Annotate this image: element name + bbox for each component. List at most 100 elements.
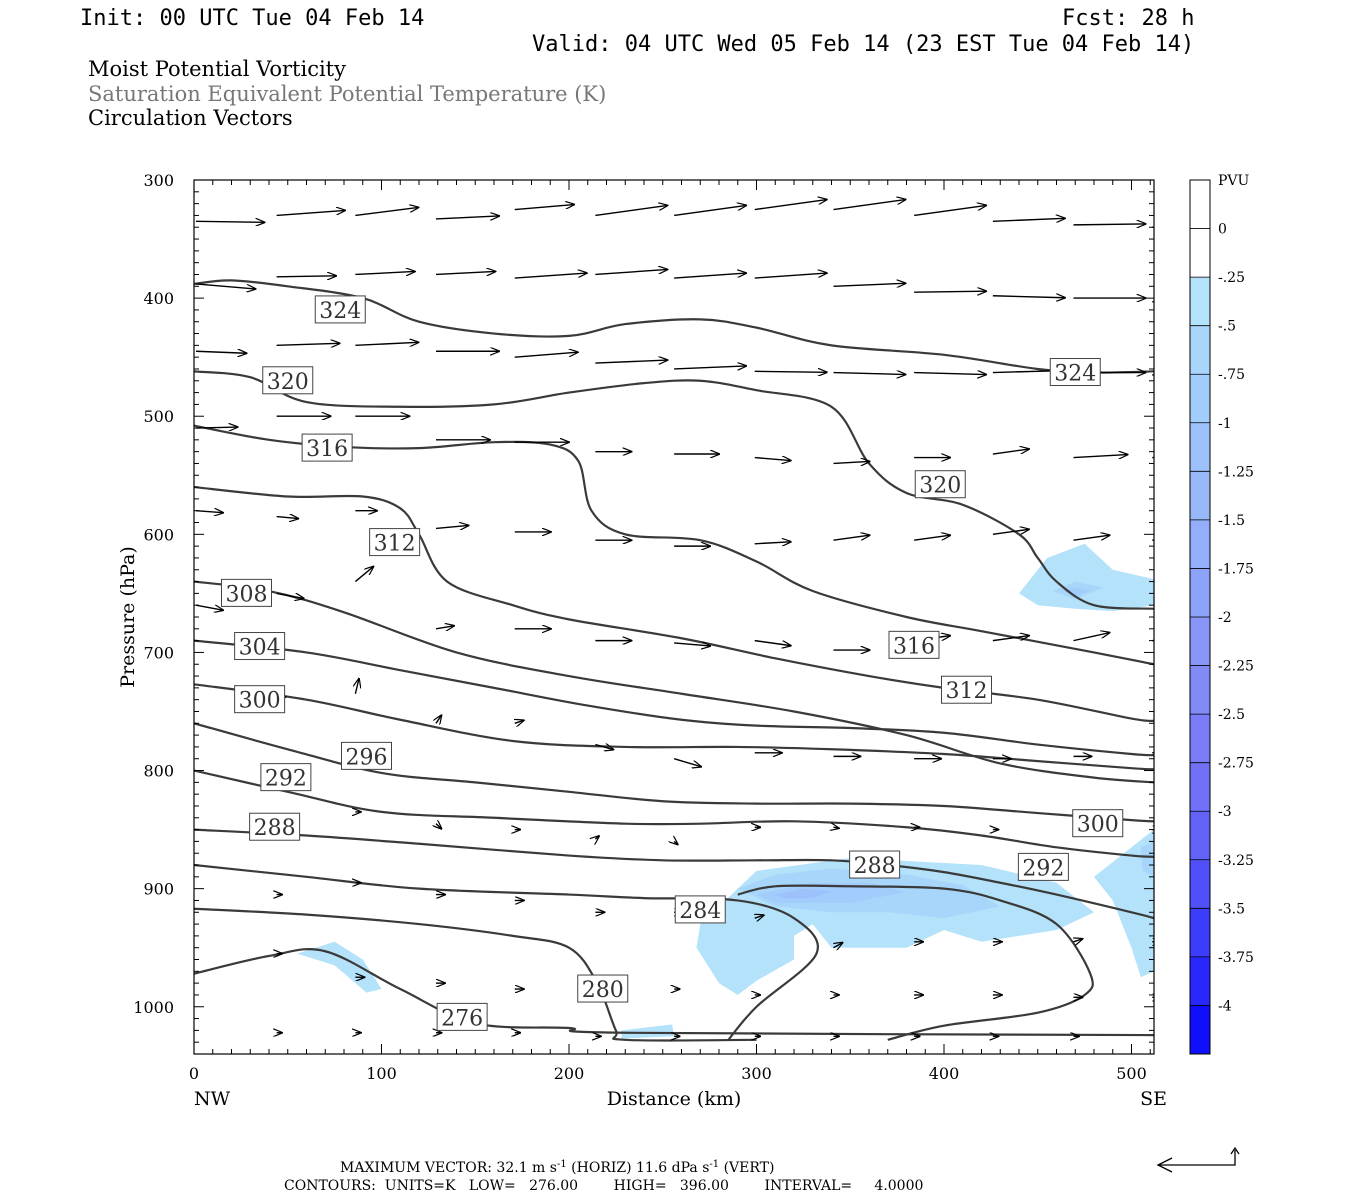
vector-120 — [755, 915, 764, 918]
vector-35 — [195, 351, 246, 353]
vector-20 — [355, 271, 414, 274]
vector-37 — [355, 342, 418, 345]
vector-25 — [754, 273, 827, 279]
footer-max-vector: MAXIMUM VECTOR: 32.1 m s-1 (HORIZ) 11.6 … — [340, 1159, 774, 1176]
x-tick-label-0: 0 — [189, 1064, 199, 1083]
contour-284-2 — [194, 863, 819, 1041]
contour-316-11 — [194, 424, 1154, 666]
vector-32 — [1312, 302, 1350, 305]
pv-shade-10 — [621, 1024, 674, 1039]
x-tick-label-1: 100 — [366, 1064, 397, 1083]
colorbar-label-16: -4 — [1218, 998, 1232, 1014]
axis-ticks: 0 100 200 300 400 500 300 400 500 600 700 800 900 100… — [133, 171, 1154, 1083]
y-tick-label-6: 900 — [143, 880, 174, 899]
nw-label: NW — [194, 1088, 231, 1110]
vector-40 — [595, 360, 667, 363]
vector-101 — [1152, 751, 1154, 754]
colorbar-label-15: -3.75 — [1218, 950, 1254, 966]
pv-shading — [297, 543, 1154, 1039]
pv-shade-3 — [775, 888, 832, 899]
contour-label-1: 280 — [582, 978, 624, 1003]
vector-71 — [754, 542, 791, 544]
vector-21 — [435, 271, 495, 274]
vector-93 — [515, 720, 524, 723]
vector-28 — [992, 296, 1065, 298]
contour-324-13 — [194, 279, 1154, 374]
se-label: SE — [1140, 1088, 1167, 1110]
vector-80 — [435, 626, 454, 629]
contour-284-3 — [737, 884, 1094, 1041]
title-mpv: Moist Potential Vorticity — [88, 57, 346, 81]
contour-label-box-10 — [301, 433, 353, 462]
vector-23 — [595, 269, 667, 276]
y-tick-label-1: 400 — [143, 289, 174, 308]
vector-77 — [195, 604, 223, 610]
colorbar-swatch-7 — [1190, 519, 1210, 569]
contour-292-5 — [194, 769, 1154, 858]
colorbar-label-8: -2 — [1218, 610, 1232, 626]
contour-276-0 — [194, 948, 1154, 1037]
colorbar-swatch-4 — [1190, 374, 1210, 423]
vector-19 — [276, 276, 336, 277]
vector-74 — [992, 529, 1029, 536]
vector-121 — [834, 943, 843, 948]
vector-58 — [833, 461, 870, 463]
vector-61 — [1073, 455, 1128, 458]
colorbar-label-3: -.75 — [1218, 367, 1245, 383]
contour-label-4: 292 — [265, 767, 307, 792]
vector-42 — [754, 371, 827, 372]
colorbar-label-9: -2.25 — [1218, 659, 1254, 675]
vector-9 — [914, 205, 986, 217]
contour-308-9 — [194, 580, 1154, 784]
colorbar-swatch-16 — [1190, 956, 1210, 1006]
x-tick-label-3: 300 — [741, 1064, 772, 1083]
y-tick-label-7: 1000 — [133, 998, 174, 1017]
colorbar-label-6: -1.5 — [1218, 513, 1245, 529]
contour-label-box-17 — [1072, 809, 1124, 838]
vector-22 — [514, 273, 587, 279]
colorbar-label-7: -1.75 — [1218, 561, 1254, 577]
contour-label-0: 276 — [441, 1006, 483, 1031]
vector-8 — [833, 200, 906, 211]
vector-57 — [754, 458, 791, 461]
contour-304-8 — [194, 639, 1154, 757]
vector-11 — [1073, 224, 1146, 225]
colorbar-swatch-5 — [1190, 422, 1210, 472]
contour-label-box-8 — [221, 578, 272, 607]
vector-104 — [436, 824, 441, 829]
y-tick-label-2: 500 — [143, 407, 174, 426]
contour-label-15: 316 — [893, 634, 935, 659]
colorbar-swatch-12 — [1190, 762, 1210, 812]
contour-label-box-1 — [577, 974, 629, 1003]
vector-1 — [276, 210, 345, 217]
contour-label-2: 284 — [679, 899, 721, 924]
contour-label-9: 312 — [374, 532, 416, 557]
colorbar-swatch-1 — [1190, 228, 1210, 278]
vector-84 — [754, 639, 791, 646]
contour-label-box-7 — [234, 632, 286, 661]
contour-label-box-12 — [314, 295, 366, 324]
colorbar-swatch-17 — [1190, 1005, 1210, 1054]
pv-shade-6 — [1019, 543, 1154, 612]
contour-label-box-5 — [341, 741, 392, 770]
contour-label-5: 296 — [346, 745, 388, 770]
x-tick-label-2: 200 — [554, 1064, 585, 1083]
y-tick-label-3: 600 — [143, 525, 174, 544]
vector-41 — [674, 366, 746, 369]
vector-106 — [595, 836, 599, 839]
colorbar-swatch-13 — [1190, 811, 1210, 860]
vector-4 — [514, 205, 574, 211]
colorbar-swatch-14 — [1190, 859, 1210, 909]
contour-288-4 — [194, 828, 1154, 920]
vector-18 — [195, 283, 255, 289]
vector-73 — [914, 535, 950, 541]
contour-label-box-18 — [1017, 852, 1069, 881]
vector-24 — [674, 273, 746, 279]
title-theta-es: Saturation Equivalent Potential Temperat… — [88, 82, 606, 106]
colorbar-label-5: -1.25 — [1218, 464, 1254, 480]
colorbar-label-1: -.25 — [1218, 270, 1245, 286]
contour-label-16: 312 — [946, 679, 988, 704]
colorbar-swatch-3 — [1190, 325, 1210, 375]
vector-88 — [1073, 633, 1110, 642]
